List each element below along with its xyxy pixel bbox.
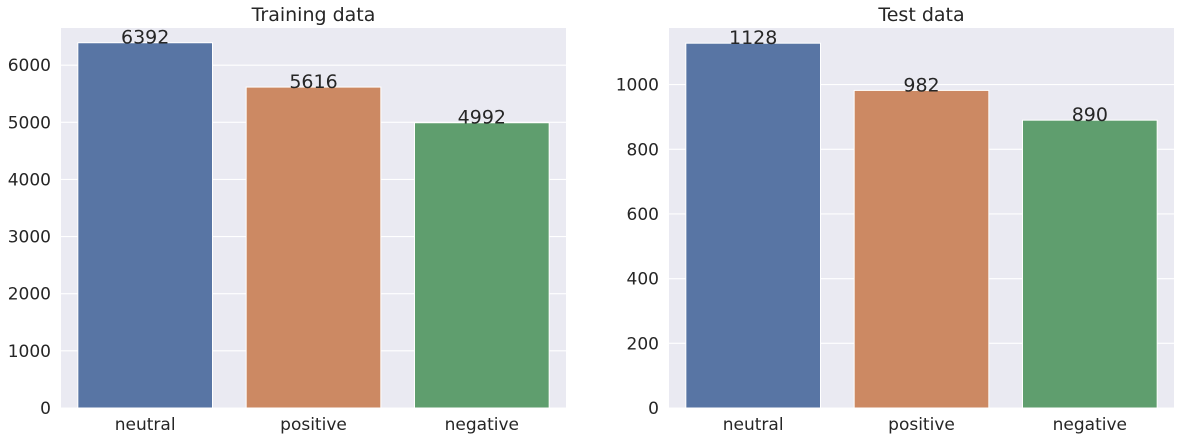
x-tick-label: negative	[1053, 415, 1127, 435]
data-label: 982	[903, 74, 939, 96]
y-tick-label: 800	[627, 140, 659, 160]
data-label: 4992	[458, 107, 506, 129]
chart-title: Test data	[877, 4, 964, 26]
y-tick-label: 1000	[616, 76, 659, 96]
y-tick-label: 400	[627, 270, 659, 290]
bar-positive	[245, 86, 382, 409]
chart-title: Training data	[251, 4, 376, 26]
y-tick-label: 0	[40, 399, 51, 419]
data-label: 6392	[121, 27, 169, 49]
data-label: 890	[1072, 104, 1108, 126]
y-tick-label: 600	[627, 205, 659, 225]
x-tick-label: neutral	[723, 415, 784, 435]
y-tick-label: 1000	[8, 342, 51, 362]
y-tick-label: 4000	[8, 170, 51, 190]
y-tick-label: 5000	[8, 113, 51, 133]
x-tick-label: positive	[280, 415, 347, 435]
bar-neutral	[685, 42, 821, 409]
bar-neutral	[77, 42, 214, 409]
y-tick-label: 6000	[8, 56, 51, 76]
y-tick-label: 3000	[8, 228, 51, 248]
chart-panel-1: 0 200 400 600 800 1000 1128 neutral 982 positive 8…	[616, 4, 1174, 435]
bar-positive	[853, 89, 990, 409]
chart-panel-0: 0 1000 2000 3000 4000 5000 6000 6392 neutral 5616…	[8, 4, 566, 435]
bar-negative	[414, 122, 550, 409]
y-tick-label: 0	[648, 399, 659, 419]
data-label: 1128	[729, 27, 777, 49]
x-tick-label: negative	[445, 415, 519, 435]
x-tick-label: neutral	[115, 415, 176, 435]
data-label: 5616	[289, 71, 337, 93]
y-tick-label: 2000	[8, 285, 51, 305]
y-tick-label: 200	[627, 334, 659, 354]
bar-negative	[1022, 119, 1158, 409]
x-tick-label: positive	[888, 415, 955, 435]
